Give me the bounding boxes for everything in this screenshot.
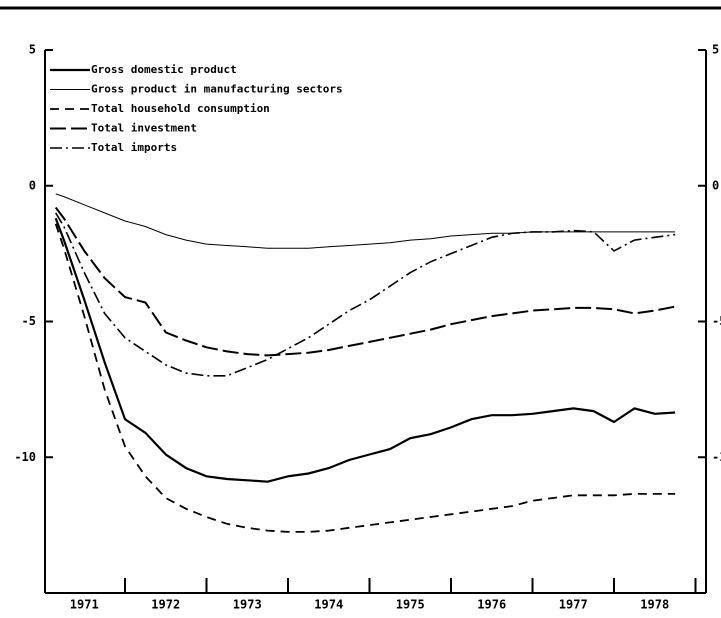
series-line xyxy=(55,212,676,377)
y-tick-label-right: -5 xyxy=(712,314,721,328)
legend-label: Total investment xyxy=(91,122,197,135)
y-tick-label: 5 xyxy=(29,43,36,57)
legend-label: Gross domestic product xyxy=(91,63,237,76)
x-tick-label: 1975 xyxy=(396,598,425,612)
legend: Gross domestic product Gross product in m… xyxy=(50,63,343,154)
x-tick-label: 1977 xyxy=(559,598,588,612)
x-tick-label: 1972 xyxy=(151,598,180,612)
y-tick-label: -10 xyxy=(14,450,36,464)
x-tick-label: 1976 xyxy=(477,598,506,612)
y-tick-label: 0 xyxy=(29,178,36,192)
series-line xyxy=(54,217,676,483)
series-line xyxy=(55,193,676,249)
y-tick-label-right: 0 xyxy=(712,178,719,192)
y-tick-label-right: -10 xyxy=(712,450,721,464)
x-tick-label: 1973 xyxy=(233,598,262,612)
legend-label: Total imports xyxy=(91,141,177,154)
y-tick-label-right: 5 xyxy=(712,43,719,57)
legend-label: Gross product in manufacturing sectors xyxy=(91,83,343,96)
y-tick-label: -5 xyxy=(22,314,36,328)
series-line xyxy=(54,206,676,357)
x-tick-label: 1971 xyxy=(70,598,99,612)
x-tick-label: 1974 xyxy=(314,598,343,612)
x-tick-label: 1978 xyxy=(640,598,669,612)
legend-label: Total household consumption xyxy=(91,102,270,115)
series-line xyxy=(54,223,676,533)
